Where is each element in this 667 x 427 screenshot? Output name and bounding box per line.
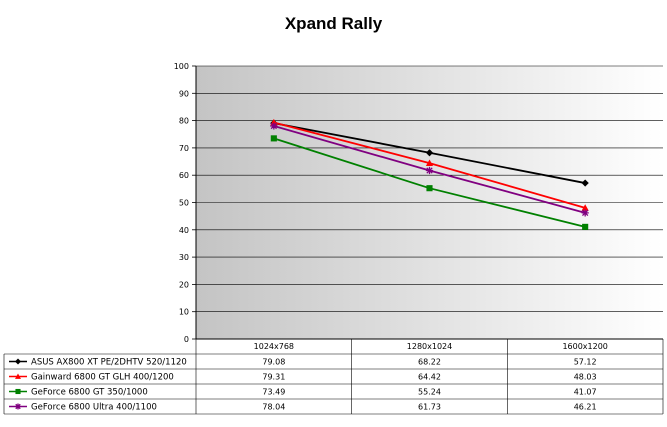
data-point xyxy=(270,122,278,130)
y-tick-label: 70 xyxy=(179,144,189,153)
legend-entry: ASUS AX800 XT PE/2DHTV 520/1120 xyxy=(31,358,187,368)
legend-entry: Gainward 6800 GT GLH 400/1200 xyxy=(31,373,174,383)
data-point xyxy=(581,204,589,211)
data-label: 73.49 xyxy=(262,388,285,397)
data-point xyxy=(425,159,434,167)
data-label: 46.21 xyxy=(574,403,597,412)
data-point xyxy=(581,209,589,217)
y-tick-label: 90 xyxy=(179,89,189,98)
data-point xyxy=(425,149,434,157)
x-tick-label: 1600x1200 xyxy=(562,342,607,351)
data-label: 78.04 xyxy=(262,403,285,412)
series-layer xyxy=(270,118,589,230)
data-point xyxy=(425,166,434,175)
x-tick-label: 1280x1024 xyxy=(407,342,452,351)
data-label: 79.08 xyxy=(262,358,285,367)
data-label: 79.31 xyxy=(262,373,285,382)
x-tick-label: 1024x768 xyxy=(254,342,294,351)
data-label: 55.24 xyxy=(418,388,441,397)
legend-key-marker xyxy=(15,388,21,395)
data-label: 57.12 xyxy=(574,358,597,367)
y-tick-label: 60 xyxy=(179,171,189,180)
grid-lines xyxy=(196,65,663,313)
y-tick-label: 80 xyxy=(179,117,189,126)
data-label: 61.73 xyxy=(418,403,441,412)
y-tick-label: 10 xyxy=(179,308,189,317)
legend-entry: GeForce 6800 GT 350/1000 xyxy=(31,388,148,398)
data-point xyxy=(581,179,589,187)
y-tick-label: 20 xyxy=(179,280,189,289)
y-tick-label: 100 xyxy=(174,62,189,71)
axes: 0 10 20 30 40 50 60 70 80 90 100 xyxy=(174,62,663,344)
y-tick-label: 40 xyxy=(179,226,189,235)
y-tick-label: 50 xyxy=(179,199,189,208)
data-label: 64.42 xyxy=(418,373,441,382)
y-tick-label: 30 xyxy=(179,253,189,262)
data-point xyxy=(270,135,277,142)
data-point xyxy=(426,185,433,192)
series-4 xyxy=(270,122,589,217)
data-label: 48.03 xyxy=(574,373,597,382)
legend-key-marker xyxy=(15,373,21,379)
data-point xyxy=(582,223,589,230)
data-label: 41.07 xyxy=(574,388,597,397)
chart-title: Xpand Rally xyxy=(284,14,383,33)
series-3 xyxy=(270,135,589,230)
data-table: 1024x768 1280x1024 1600x1200 ASUS AX800 XT … xyxy=(3,339,664,415)
legend-key-marker xyxy=(15,358,21,365)
data-label: 68.22 xyxy=(418,358,441,367)
legend-key-marker xyxy=(15,403,21,410)
y-tick-label: 0 xyxy=(184,335,189,344)
legend-entry: GeForce 6800 Ultra 400/1100 xyxy=(31,403,157,413)
